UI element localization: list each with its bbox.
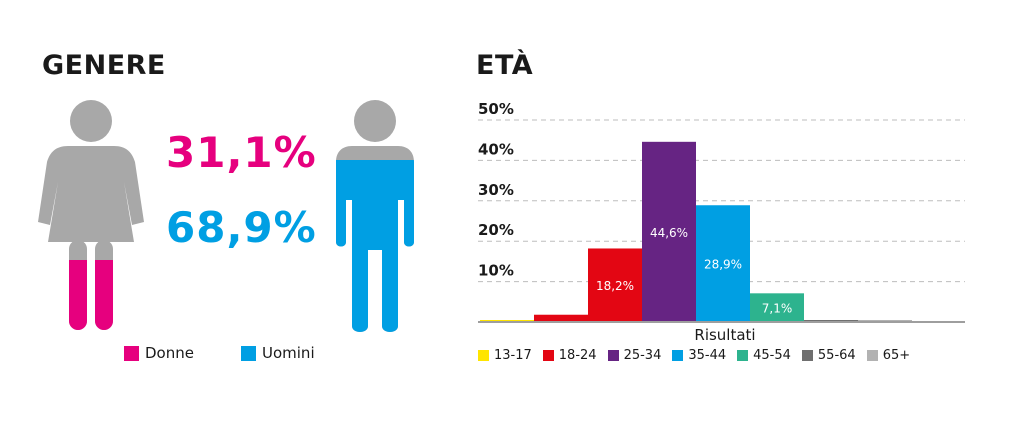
age-legend-item: 65+ [866, 348, 911, 363]
women-percentage: 31,1% [166, 128, 317, 177]
bar-value-label: 28,9% [704, 258, 742, 272]
woman-neutral-fill [38, 100, 144, 330]
bar-35-44 [696, 205, 750, 322]
x-axis-label: Risultati [694, 326, 755, 344]
age-legend-swatch [866, 350, 878, 361]
bar-25-34 [642, 141, 696, 322]
age-legend-label: 55-64 [817, 348, 856, 363]
age-legend-label: 18-24 [558, 348, 597, 363]
bar-value-label: 7,1% [762, 302, 793, 316]
age-legend-swatch [801, 350, 813, 361]
age-legend-item: 13-17 [478, 348, 532, 363]
age-legend-label: 45-54 [753, 348, 791, 363]
y-tick-label: 40% [478, 140, 514, 158]
legend-item-men: Uomini [241, 344, 315, 362]
man-figure-icon [336, 100, 414, 332]
age-legend-item: 25-34 [607, 348, 662, 363]
age-legend-item: 55-64 [801, 348, 856, 363]
age-legend-item: 35-44 [672, 348, 726, 363]
age-legend-swatch [607, 350, 619, 361]
age-legend-label: 35-44 [688, 348, 727, 363]
age-legend-label: 25-34 [623, 348, 662, 363]
y-tick-label: 10% [478, 262, 514, 280]
men-percentage: 68,9% [166, 203, 317, 252]
woman-level-fill [38, 260, 144, 330]
age-legend-item: 18-24 [542, 348, 597, 363]
age-chart-title: ETÀ [476, 50, 534, 81]
age-legend-swatch [672, 350, 684, 361]
age-legend: 13-17 18-24 25-34 35-44 45-54 55-64 65+ [478, 348, 921, 363]
legend-label-men: Uomini [262, 344, 315, 362]
bar-45-54 [750, 293, 804, 322]
y-tick-label: 30% [478, 181, 514, 199]
bar-18-24 [534, 314, 588, 322]
age-legend-swatch [478, 350, 489, 361]
age-legend-item: 45-54 [737, 348, 791, 363]
legend-item-women: Donne [124, 344, 194, 362]
age-legend-label: 65+ [882, 348, 911, 363]
age-legend-label: 13-17 [494, 348, 532, 363]
bar-18-24 [588, 248, 642, 322]
bar-value-label: 18,2% [596, 279, 634, 293]
age-legend-swatch [542, 350, 554, 361]
woman-figure-icon [38, 100, 144, 330]
bar-value-label: 44,6% [650, 226, 688, 240]
y-tick-label: 50% [478, 100, 514, 118]
y-tick-label: 20% [478, 221, 514, 239]
legend-swatch-women [124, 345, 139, 361]
age-legend-swatch [737, 350, 749, 361]
gender-title: GENERE [42, 50, 166, 81]
legend-label-women: Donne [145, 344, 194, 362]
legend-swatch-men [241, 345, 256, 361]
man-level-fill [336, 160, 414, 332]
age-bar-chart: 10% 20% 30% 40% 50% 18,2% 44,6% 28,9% 7,1% Risult… [478, 100, 965, 344]
